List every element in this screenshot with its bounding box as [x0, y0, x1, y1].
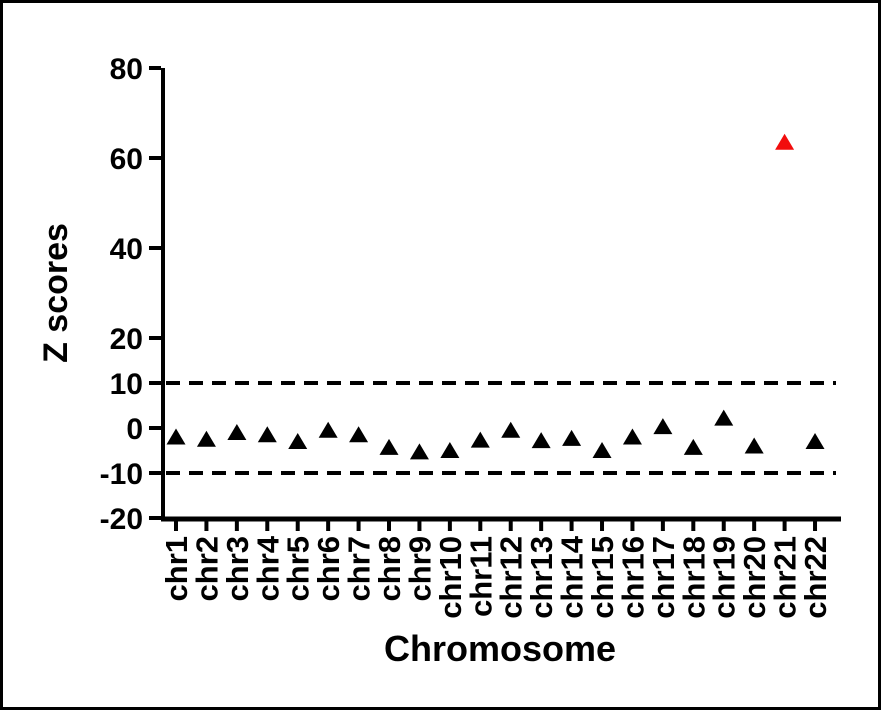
data-point-chr16: [622, 428, 642, 445]
x-axis-label-chr11: chr11: [463, 536, 498, 617]
data-point-chr20: [744, 437, 764, 454]
data-point-chr22: [805, 433, 825, 449]
y-tick-label--10: -10: [100, 458, 143, 491]
x-axis-label-chr9: chr9: [402, 536, 437, 601]
x-axis-label-chr1: chr1: [159, 536, 194, 601]
x-axis-label-chr3: chr3: [220, 536, 255, 601]
data-point-chr15: [592, 442, 612, 458]
x-axis-label-chr20: chr20: [737, 536, 772, 619]
x-axis-label-chr12: chr12: [494, 536, 529, 619]
y-tick-label-20: 20: [110, 323, 143, 356]
data-point-chr18: [683, 438, 703, 455]
data-point-chr21: [775, 133, 795, 150]
plot-area: 80604020100-10-20chr1chr2chr3chr4chr5chr…: [100, 53, 841, 619]
data-point-chr19: [714, 409, 734, 426]
x-axis-label-chr15: chr15: [585, 536, 620, 619]
x-axis-label-chr8: chr8: [372, 536, 407, 601]
data-point-chr3: [227, 424, 247, 440]
data-point-chr11: [470, 431, 490, 448]
x-axis-label-chr21: chr21: [768, 536, 803, 619]
data-point-chr5: [288, 433, 308, 449]
x-axis-label-chr14: chr14: [555, 535, 590, 618]
y-tick-label-60: 60: [110, 143, 143, 176]
x-axis-label-chr7: chr7: [342, 536, 377, 601]
data-point-chr10: [440, 442, 460, 458]
data-point-chr12: [501, 421, 521, 438]
data-point-chr17: [653, 418, 673, 435]
x-axis-label-chr18: chr18: [676, 536, 711, 619]
x-axis-label-chr13: chr13: [524, 536, 559, 619]
data-point-chr7: [349, 426, 369, 443]
data-point-chr6: [318, 421, 338, 438]
x-axis-label-chr6: chr6: [311, 536, 346, 601]
x-axis-title: Chromosome: [384, 628, 616, 669]
data-point-chr8: [379, 438, 399, 455]
x-axis-label-chr10: chr10: [433, 536, 468, 619]
data-point-chr13: [531, 432, 551, 449]
x-axis-label-chr17: chr17: [646, 536, 681, 619]
y-axis-title: Z scores: [37, 223, 75, 363]
y-tick-label--20: -20: [100, 503, 143, 536]
z-score-scatter-chart: 80604020100-10-20chr1chr2chr3chr4chr5chr…: [37, 53, 841, 669]
x-axis-label-chr22: chr22: [798, 536, 833, 619]
y-tick-label-80: 80: [110, 53, 143, 86]
x-axis-label-chr2: chr2: [189, 536, 224, 601]
data-point-chr9: [409, 443, 429, 460]
y-tick-label-0: 0: [126, 413, 143, 446]
y-tick-label-10: 10: [110, 368, 143, 401]
data-point-chr2: [196, 430, 216, 447]
y-tick-label-40: 40: [110, 233, 143, 266]
data-point-chr14: [562, 429, 582, 446]
data-point-chr4: [257, 426, 277, 443]
x-axis-label-chr5: chr5: [281, 536, 316, 601]
x-axis-label-chr4: chr4: [250, 535, 285, 601]
x-axis-label-chr19: chr19: [707, 536, 742, 619]
x-axis-label-chr16: chr16: [615, 536, 650, 619]
data-point-chr1: [166, 428, 186, 445]
